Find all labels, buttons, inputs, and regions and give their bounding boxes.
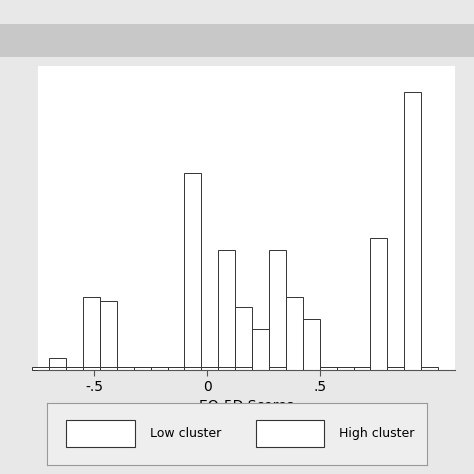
Bar — [387, 367, 404, 370]
Bar — [337, 367, 354, 370]
Bar — [252, 367, 269, 370]
Bar — [117, 367, 134, 370]
Bar — [421, 367, 438, 370]
Bar — [354, 367, 371, 370]
Text: High cluster: High cluster — [339, 427, 415, 440]
Bar — [66, 367, 83, 370]
Bar — [134, 367, 151, 370]
Bar — [201, 367, 219, 370]
Bar — [66, 367, 83, 370]
Bar — [303, 319, 320, 370]
Bar — [269, 250, 286, 370]
Bar — [49, 367, 66, 370]
Bar — [219, 367, 235, 370]
Bar — [151, 367, 168, 370]
Bar — [387, 367, 404, 370]
Bar — [371, 238, 387, 370]
Bar — [219, 250, 235, 370]
Bar — [235, 307, 252, 370]
Bar — [404, 367, 421, 370]
Bar — [320, 367, 337, 370]
X-axis label: EQ-5D Scores: EQ-5D Scores — [199, 398, 294, 412]
Bar — [269, 367, 286, 370]
Bar — [337, 367, 354, 370]
Bar — [320, 367, 337, 370]
Bar — [404, 91, 421, 370]
Bar — [134, 367, 151, 370]
Bar — [252, 329, 269, 370]
Bar — [303, 367, 320, 370]
Bar — [168, 367, 184, 370]
Bar — [49, 357, 66, 370]
Bar — [151, 367, 168, 370]
Bar — [201, 367, 219, 370]
Bar — [83, 297, 100, 370]
Bar — [354, 367, 371, 370]
Bar — [100, 301, 117, 370]
FancyBboxPatch shape — [256, 419, 324, 447]
Bar — [100, 367, 117, 370]
Bar — [32, 367, 49, 370]
Bar — [235, 367, 252, 370]
Bar — [184, 367, 201, 370]
Bar — [184, 173, 201, 370]
Bar — [83, 367, 100, 370]
Bar — [286, 367, 303, 370]
Bar — [117, 367, 134, 370]
Bar — [168, 367, 184, 370]
Bar — [286, 297, 303, 370]
FancyBboxPatch shape — [66, 419, 135, 447]
Bar — [371, 367, 387, 370]
Text: Low cluster: Low cluster — [150, 427, 221, 440]
